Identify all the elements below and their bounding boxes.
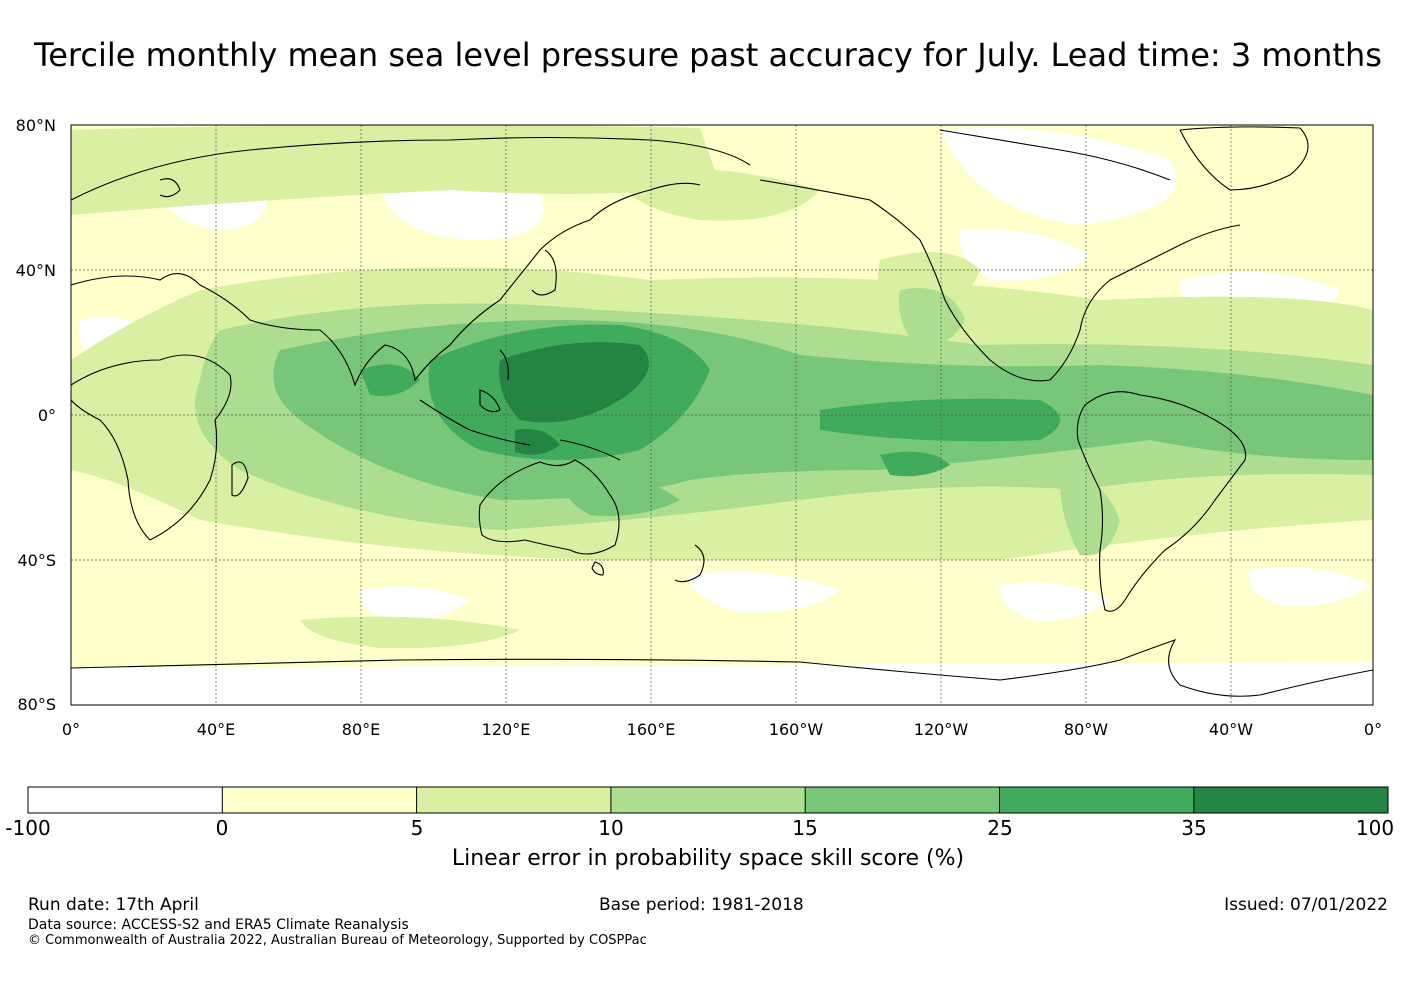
skill-band-35-100 xyxy=(499,342,649,455)
coastlines xyxy=(71,126,1373,697)
lon-label-40e: 40°E xyxy=(196,720,236,739)
colorbar-tick-5: 25 xyxy=(987,816,1013,840)
colorbar-swatch-0 xyxy=(28,787,223,813)
lat-label-80s: 80°S xyxy=(17,695,56,714)
lat-label-0: 0° xyxy=(37,406,56,425)
colorbar-tick-7: 100 xyxy=(1355,816,1395,840)
colorbar-tick-1: 0 xyxy=(215,816,229,840)
lon-label-0: 0° xyxy=(61,720,81,739)
map-field xyxy=(71,125,1373,705)
base-period: Base period: 1981-2018 xyxy=(599,895,804,915)
issued-date: Issued: 07/01/2022 xyxy=(1224,895,1388,915)
colorbar-tick-2: 5 xyxy=(410,816,424,840)
lon-label-120w: 120°W xyxy=(913,720,969,739)
lon-label-40w: 40°W xyxy=(1208,720,1254,739)
lat-label-40s: 40°S xyxy=(17,551,56,570)
data-source: Data source: ACCESS-S2 and ERA5 Climate … xyxy=(28,917,409,933)
lon-label-120e: 120°E xyxy=(481,720,531,739)
colorbar-swatch-1 xyxy=(222,787,417,813)
colorbar-swatch-3 xyxy=(610,787,806,813)
colorbar-tick-0: -100 xyxy=(5,816,51,840)
lon-label-80w: 80°W xyxy=(1063,720,1109,739)
colorbar-tick-4: 15 xyxy=(792,816,818,840)
run-date: Run date: 17th April xyxy=(28,895,199,915)
colorbar-swatch-4 xyxy=(805,787,1000,813)
copyright: © Commonwealth of Australia 2022, Austra… xyxy=(28,933,647,948)
lat-label-80n: 80°N xyxy=(15,116,56,135)
colorbar-swatch-5 xyxy=(999,787,1194,813)
colorbar-title: Linear error in probability space skill … xyxy=(451,846,965,871)
lon-label-80e: 80°E xyxy=(341,720,381,739)
colorbar-tick-3: 10 xyxy=(598,816,624,840)
colorbar xyxy=(27,786,1389,814)
colorbar-swatch-2 xyxy=(416,787,611,813)
lat-label-40n: 40°N xyxy=(15,261,56,280)
graticule xyxy=(71,125,1373,705)
lon-label-0-end: 0° xyxy=(1363,720,1383,739)
map-title: Tercile monthly mean sea level pressure … xyxy=(34,36,1382,74)
colorbar-tick-6: 35 xyxy=(1181,816,1207,840)
colorbar-swatch-6 xyxy=(1193,787,1388,813)
lon-label-160e: 160°E xyxy=(626,720,676,739)
map-frame xyxy=(70,124,1374,706)
colorbar-frame xyxy=(27,786,1389,814)
lon-label-160w: 160°W xyxy=(768,720,824,739)
